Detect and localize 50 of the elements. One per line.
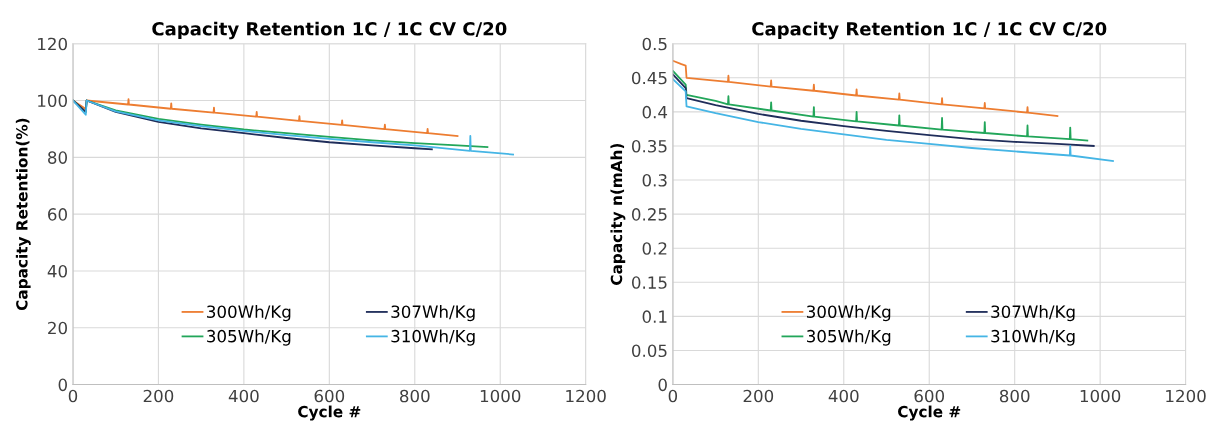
y-tick-label: 0.5 — [642, 37, 667, 51]
x-tick-label: 0 — [68, 389, 78, 403]
line-series — [672, 78, 1114, 162]
line-series — [72, 98, 459, 137]
y-tick-label: 100 — [38, 94, 67, 108]
y-tick-label: 0.35 — [631, 139, 667, 153]
y-tick-label: 0.3 — [642, 174, 667, 187]
legend-label: 300Wh/Kg — [807, 305, 891, 322]
chart-title: Capacity Retention 1C / 1C CV C/20 — [152, 21, 507, 40]
y-tick-label: 60 — [48, 208, 67, 221]
x-tick-label: 400 — [828, 389, 859, 403]
y-axis-title: Capacity Retention(%) — [15, 118, 31, 311]
legend-label: 310Wh/Kg — [391, 329, 475, 346]
x-tick-label: 1000 — [1080, 389, 1121, 403]
x-tick-label: 0 — [668, 389, 678, 403]
y-tick-label: 0.2 — [642, 242, 667, 255]
x-tick-label: 1000 — [480, 389, 521, 403]
x-tick-label: 600 — [314, 389, 345, 403]
legend-label: 307Wh/Kg — [991, 305, 1075, 322]
x-tick-label: 800 — [400, 389, 430, 403]
legend-label: 307Wh/Kg — [391, 305, 475, 322]
y-tick-label: 0 — [58, 378, 67, 392]
x-tick-label: 1200 — [566, 389, 606, 403]
x-tick-label: 200 — [743, 389, 774, 403]
y-tick-label: 40 — [47, 264, 67, 278]
y-tick-label: 20 — [48, 321, 67, 335]
y-axis-title: Capacity n(mAh) — [610, 143, 626, 285]
x-tick-label: 200 — [143, 389, 174, 403]
y-tick-label: 120 — [38, 37, 67, 51]
y-tick-label: 0.1 — [642, 310, 667, 323]
x-tick-label: 600 — [914, 389, 945, 403]
legend-label: 305Wh/Kg — [807, 329, 891, 346]
legend-label: 300Wh/Kg — [207, 305, 291, 322]
legend-label: 310Wh/Kg — [991, 329, 1075, 346]
y-tick-label: 0.4 — [642, 105, 668, 119]
y-tick-label: 0 — [658, 378, 667, 392]
x-tick-label: 800 — [999, 389, 1030, 403]
line-series — [672, 59, 1059, 117]
x-axis-title: Cycle # — [298, 405, 361, 421]
x-axis-title: Cycle # — [898, 405, 961, 421]
legend-label: 305Wh/Kg — [207, 329, 291, 346]
y-tick-label: 0.25 — [631, 208, 667, 221]
y-tick-label: 0.05 — [631, 344, 667, 358]
y-tick-label: 0.45 — [631, 71, 667, 85]
x-tick-label: 1200 — [1166, 389, 1206, 403]
y-tick-label: 80 — [48, 151, 67, 164]
chart-title: Capacity Retention 1C / 1C CV C/20 — [752, 21, 1107, 40]
y-tick-label: 0.15 — [631, 276, 667, 289]
x-tick-label: 400 — [228, 389, 259, 403]
line-series — [72, 99, 514, 156]
